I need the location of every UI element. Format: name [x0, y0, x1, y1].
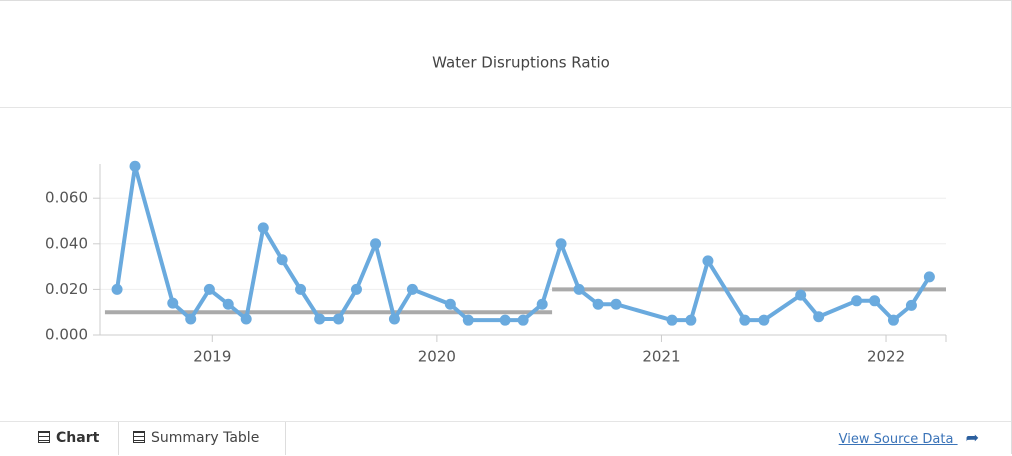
data-point [314, 313, 326, 325]
link-text: View Source Data [838, 432, 954, 447]
data-point [905, 299, 917, 311]
data-point [129, 160, 141, 172]
data-point [739, 314, 751, 326]
data-point [813, 311, 825, 323]
data-point [350, 283, 362, 295]
chart-icon [38, 431, 50, 443]
footer: Chart Summary Table View Source Data ➦ [0, 421, 1011, 456]
data-point [685, 314, 697, 326]
data-line [115, 164, 932, 323]
x-tick-label: 2019 [193, 348, 231, 366]
table-icon [133, 431, 145, 443]
y-tick-label: 0.000 [45, 326, 88, 344]
data-point [758, 314, 770, 326]
data-point [517, 314, 529, 326]
x-tick-label: 2021 [642, 348, 680, 366]
data-point [462, 314, 474, 326]
data-point [573, 283, 585, 295]
chart-tab[interactable]: Chart [38, 422, 99, 455]
arrow-icon: ➦ [965, 428, 979, 447]
data-point [111, 283, 123, 295]
data-point [295, 283, 307, 295]
y-tick-label: 0.040 [45, 234, 88, 252]
data-point [499, 314, 511, 326]
data-point [370, 238, 382, 250]
data-point [851, 295, 863, 307]
data-point [167, 297, 179, 309]
chart: Water Disruptions Ratio 0.000 0.020 0.040 0… [0, 54, 1011, 366]
chart-title: Water Disruptions Ratio [432, 54, 610, 72]
data-point [257, 222, 269, 234]
data-point [702, 255, 714, 267]
x-tick-label: 2022 [867, 348, 905, 366]
data-point [276, 254, 288, 266]
data-point [592, 298, 604, 310]
data-point [610, 298, 622, 310]
data-point [555, 238, 567, 250]
tab-label: Chart [56, 430, 100, 446]
data-point [185, 313, 197, 325]
data-point [869, 295, 881, 307]
data-point [240, 313, 252, 325]
y-tick-label: 0.020 [45, 280, 88, 298]
data-point [666, 314, 678, 326]
data-point [795, 289, 807, 301]
tab-label: Summary Table [151, 430, 260, 446]
y-tick-label: 0.060 [45, 189, 88, 207]
table-tab[interactable]: Summary Table [118, 422, 286, 455]
source-link[interactable]: View Source Data ➦ [839, 428, 979, 447]
data-point [923, 271, 935, 283]
data-point [444, 298, 456, 310]
data-point [388, 313, 400, 325]
data-point [887, 314, 899, 326]
data-point [536, 298, 548, 310]
data-point [406, 283, 418, 295]
data-point [203, 283, 215, 295]
data-point [333, 313, 345, 325]
data-point [222, 298, 234, 310]
x-tick-label: 2020 [418, 348, 456, 366]
